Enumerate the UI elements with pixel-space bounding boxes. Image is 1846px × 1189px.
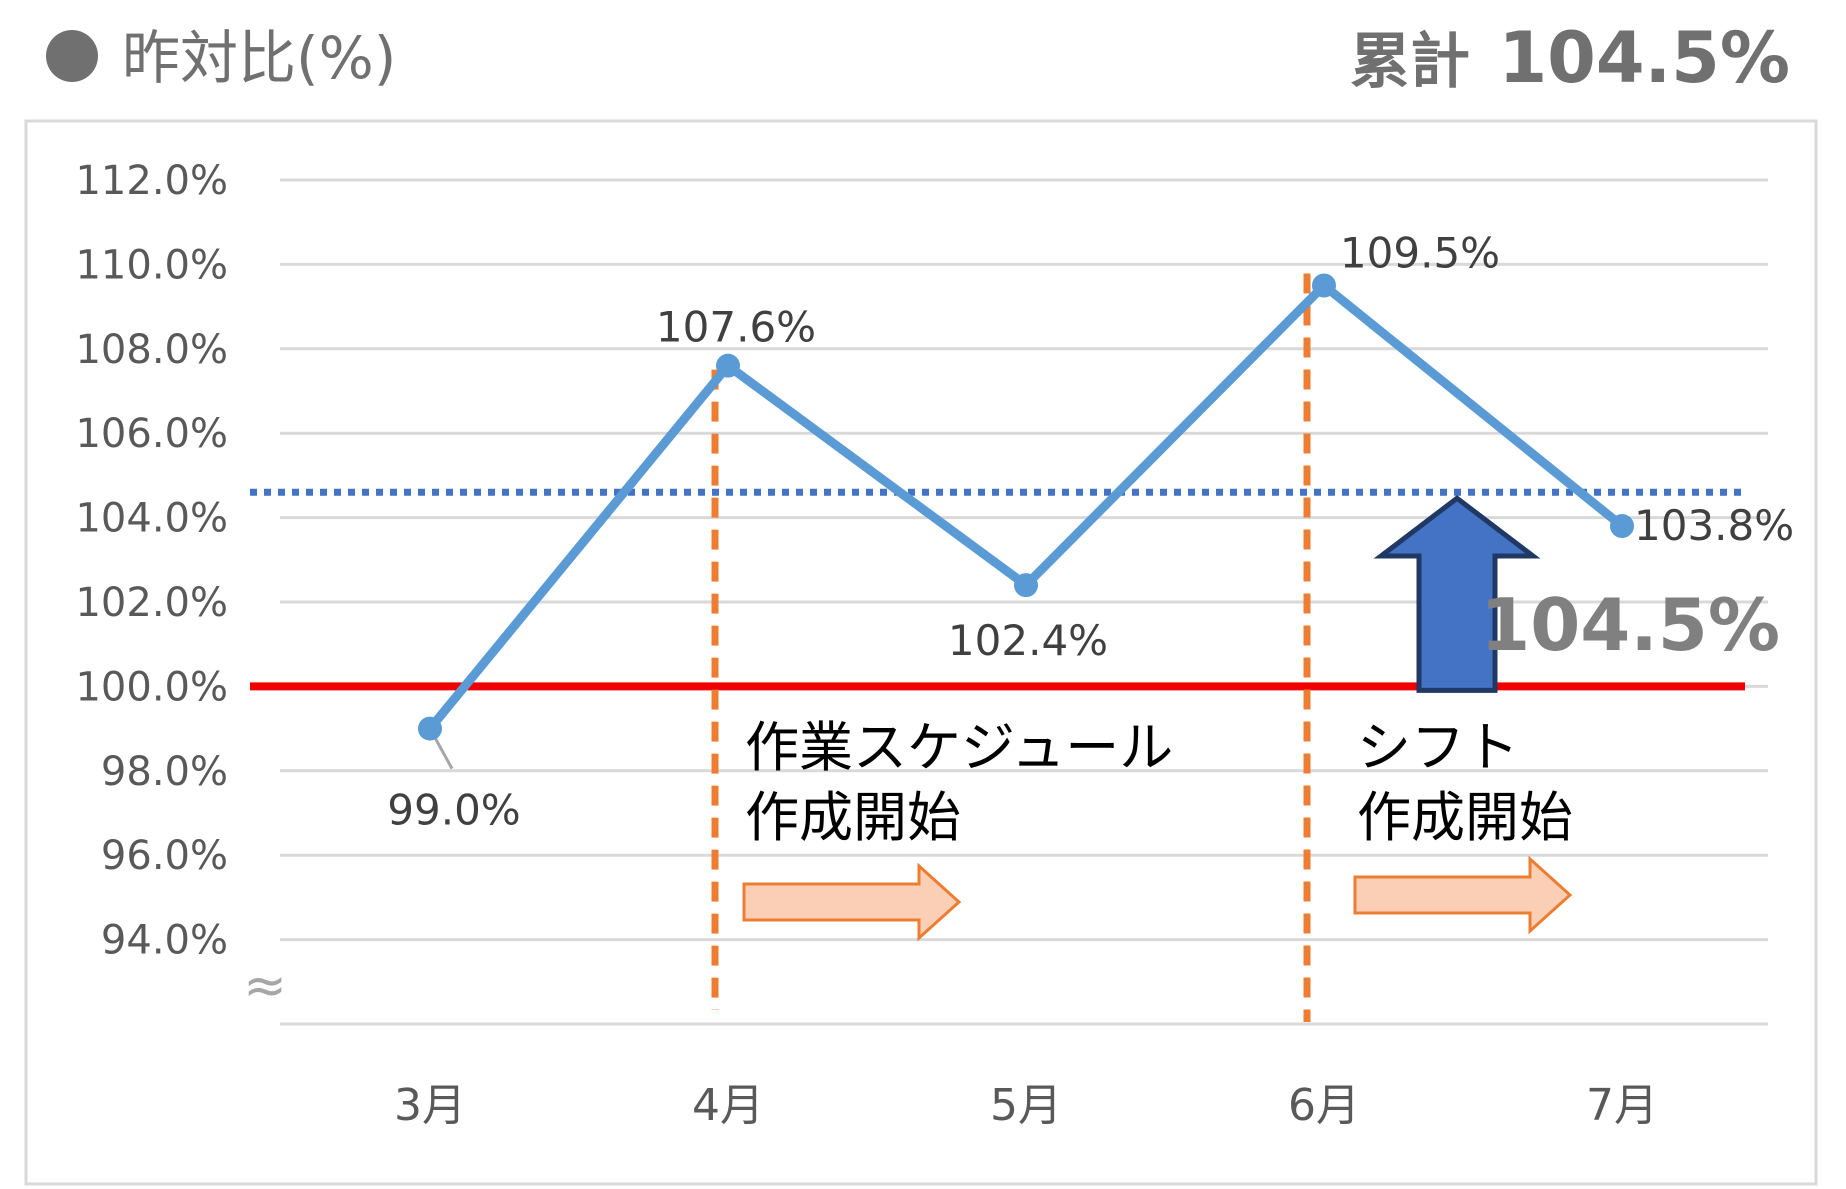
- y-tick-label: 106.0%: [75, 411, 228, 457]
- cumulative-label: 累計: [1350, 27, 1470, 97]
- y-tick-label: 110.0%: [75, 242, 228, 288]
- annotation-text: 作成開始: [1357, 786, 1573, 849]
- plot-frame: [24, 119, 1818, 1186]
- up-arrow-icon: [1373, 495, 1541, 693]
- annotation-text: 作業スケジュール: [745, 716, 1173, 779]
- annotation-text: 作成開始: [745, 786, 961, 849]
- x-tick-label: 6月: [1288, 1080, 1360, 1131]
- y-tick-label: 100.0%: [75, 664, 228, 710]
- data-label: 99.0%: [387, 786, 520, 835]
- up-arrow-group: 104.5%: [1373, 495, 1780, 693]
- x-tick-label: 4月: [692, 1080, 764, 1131]
- axis-break-symbol: ≈: [243, 956, 287, 1016]
- x-tick-label: 7月: [1586, 1080, 1658, 1131]
- event-marker-lines: [711, 273, 1311, 1022]
- y-tick-label: 98.0%: [101, 749, 228, 795]
- series-points: [418, 273, 1634, 741]
- data-label: 102.4%: [948, 616, 1108, 665]
- annotation-text: シフト: [1357, 716, 1519, 779]
- right-arrow-icon: [1353, 855, 1573, 935]
- data-label: 103.8%: [1634, 501, 1794, 550]
- x-tick-label: 3月: [394, 1080, 466, 1131]
- y-tick-label: 112.0%: [75, 158, 228, 204]
- y-tick-label: 102.0%: [75, 580, 228, 626]
- x-axis-tick-labels: 3月 4月 5月 6月 7月: [394, 1080, 1658, 1131]
- chart-title: 昨対比(%): [122, 24, 396, 92]
- series-point: [418, 716, 442, 741]
- right-arrow-icon: [742, 862, 962, 942]
- up-arrow-label: 104.5%: [1480, 583, 1780, 667]
- series-point: [716, 353, 740, 378]
- x-tick-label: 5月: [990, 1080, 1062, 1131]
- data-label: 109.5%: [1340, 229, 1500, 278]
- data-label: 107.6%: [656, 303, 816, 352]
- y-tick-label: 96.0%: [101, 833, 228, 879]
- data-labels: 99.0% 107.6% 102.4% 109.5% 103.8%: [387, 229, 1794, 835]
- series-point: [1014, 573, 1038, 598]
- series-point: [1312, 273, 1336, 298]
- y-tick-label: 104.0%: [75, 496, 228, 542]
- y-tick-label: 108.0%: [75, 327, 228, 373]
- y-tick-label: 94.0%: [101, 918, 228, 964]
- series-point: [1610, 514, 1634, 539]
- title-bullet-icon: [46, 30, 98, 82]
- y-axis-tick-labels: 112.0% 110.0% 108.0% 106.0% 104.0% 102.0% 100.…: [75, 158, 228, 964]
- cumulative-value: 104.5%: [1498, 17, 1790, 99]
